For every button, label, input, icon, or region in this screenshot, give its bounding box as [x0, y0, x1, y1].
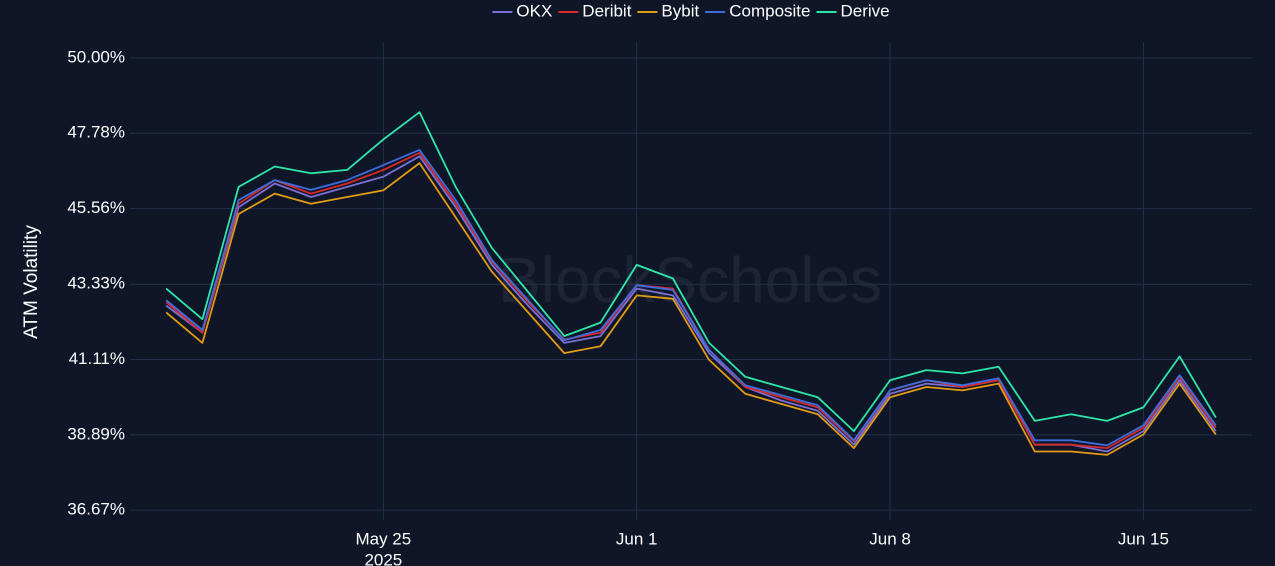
y-tick-label: 45.56%	[67, 198, 125, 217]
legend-label: Deribit	[582, 1, 631, 20]
y-tick-label: 50.00%	[67, 47, 125, 66]
x-tick-label: Jun 15	[1118, 529, 1169, 548]
series-line	[165, 162, 1217, 456]
legend-label: Bybit	[661, 1, 699, 20]
x-tick-label: Jun 8	[869, 529, 911, 548]
x-year-label: 2025	[364, 550, 402, 566]
legend-label: Composite	[729, 1, 810, 20]
x-tick-label: May 25	[355, 529, 411, 548]
legend-label: Derive	[840, 1, 889, 20]
series-line	[165, 149, 1217, 447]
x-tick-label: Jun 1	[616, 529, 658, 548]
y-tick-label: 36.67%	[67, 500, 125, 519]
series-line	[165, 111, 1217, 432]
y-tick-label: 41.11%	[69, 349, 125, 368]
y-tick-label: 43.33%	[67, 274, 125, 293]
y-tick-label: 47.78%	[67, 123, 125, 142]
legend-label: OKX	[516, 1, 552, 20]
y-axis-label: ATM Volatility	[21, 225, 42, 339]
watermark: BlockScholes	[498, 244, 882, 316]
y-tick-label: 38.89%	[67, 424, 125, 443]
